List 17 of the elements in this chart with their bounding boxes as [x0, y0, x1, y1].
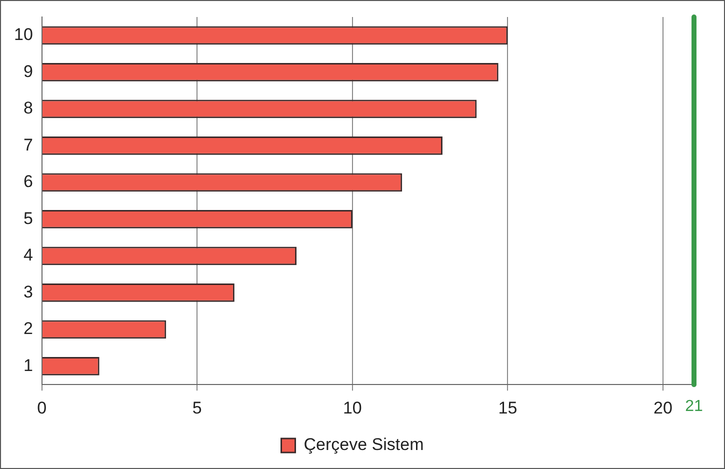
x-tick-label: 20	[653, 398, 672, 418]
x-tick-label: 10	[342, 398, 362, 418]
y-tick-label: 3	[23, 282, 33, 302]
legend-label: Çerçeve Sistem	[304, 435, 424, 454]
x-tick-label: 5	[192, 398, 202, 418]
x-tick-label: 15	[498, 398, 518, 418]
y-tick-label: 4	[23, 246, 33, 265]
y-tick-label: 5	[23, 208, 33, 228]
ref-line-label: 21	[685, 398, 703, 416]
y-tick-label: 2	[23, 319, 33, 338]
y-tick-label: 7	[23, 135, 33, 154]
y-tick-label: 6	[23, 172, 33, 192]
y-tick-label: 1	[23, 356, 33, 375]
y-tick-label: 9	[23, 62, 33, 81]
y-tick-label: 8	[23, 98, 33, 118]
x-tick-label: 0	[37, 398, 47, 418]
y-tick-label: 10	[14, 25, 33, 44]
